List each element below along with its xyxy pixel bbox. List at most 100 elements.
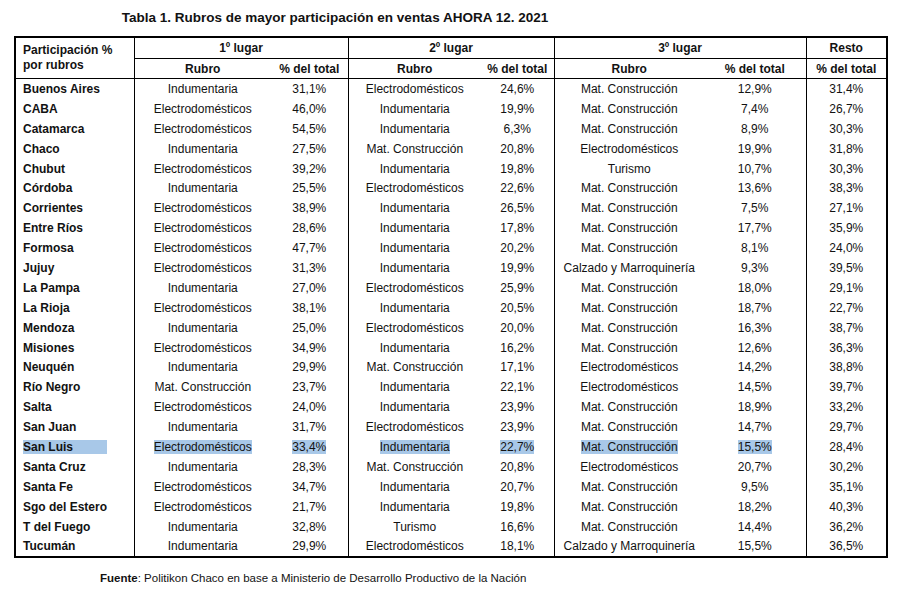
rubro-cell: Electrodomésticos (348, 536, 481, 557)
rubro-cell: Electrodomésticos (134, 258, 271, 278)
table-row: T del FuegoIndumentaria32,8%Turismo16,6%… (15, 517, 887, 537)
header-rubro-1: Rubro (134, 59, 271, 79)
rubro-cell: Indumentaria (348, 99, 481, 119)
rubro-cell: Electrodomésticos (134, 238, 271, 258)
province-cell: Salta (15, 397, 134, 417)
resto-cell-text: 31,8% (829, 142, 863, 156)
rubro-cell: Indumentaria (134, 457, 271, 477)
pct-cell: 24,0% (271, 397, 348, 417)
pct-cell-text: 47,7% (292, 241, 326, 255)
rubro-cell-text: Mat. Construcción (581, 241, 678, 255)
rubro-cell: Indumentaria (134, 417, 271, 437)
province-cell: La Rioja (15, 298, 134, 318)
rubro-cell: Turismo (554, 159, 704, 179)
rubro-cell-text: Electrodomésticos (154, 102, 252, 116)
resto-cell-text: 36,2% (829, 520, 863, 534)
pct-cell: 27,0% (271, 278, 348, 298)
pct-cell-text: 15,5% (738, 440, 772, 454)
province-cell: T del Fuego (15, 517, 134, 537)
resto-cell: 36,2% (806, 517, 887, 537)
pct-cell: 20,8% (481, 457, 554, 477)
province-cell: Santa Fe (15, 477, 134, 497)
province-cell-text: Santa Fe (23, 480, 73, 494)
rubro-cell: Indumentaria (134, 536, 271, 557)
pct-cell: 19,9% (704, 139, 806, 159)
pct-cell-text: 38,9% (292, 201, 326, 215)
rubro-cell: Mat. Construcción (348, 139, 481, 159)
rubro-cell-text: Indumentaria (380, 201, 450, 215)
rubro-cell-text: Mat. Construcción (581, 400, 678, 414)
rubro-cell: Electrodomésticos (134, 99, 271, 119)
pct-cell: 29,9% (271, 357, 348, 377)
rubro-cell: Mat. Construcción (554, 178, 704, 198)
resto-cell-text: 36,3% (829, 341, 863, 355)
table-row: TucumánIndumentaria29,9%Electrodoméstico… (15, 536, 887, 557)
rubro-cell-text: Turismo (608, 162, 651, 176)
rubro-cell-text: Indumentaria (380, 221, 450, 235)
rubro-cell-text: Electrodomésticos (366, 82, 464, 96)
pct-cell: 34,9% (271, 338, 348, 358)
pct-cell: 9,3% (704, 258, 806, 278)
pct-cell-text: 15,5% (738, 539, 772, 553)
pct-cell: 18,7% (704, 298, 806, 318)
pct-cell-text: 29,9% (292, 539, 326, 553)
pct-cell: 13,6% (704, 178, 806, 198)
table-row: ChubutElectrodomésticos39,2%Indumentaria… (15, 159, 887, 179)
rubro-cell-text: Indumentaria (380, 261, 450, 275)
pct-cell: 32,8% (271, 517, 348, 537)
source-note: Fuente: Politikon Chaco en base a Minist… (100, 572, 900, 584)
pct-cell-text: 18,7% (738, 301, 772, 315)
pct-cell-text: 18,9% (738, 400, 772, 414)
table-row: Entre RíosElectrodomésticos28,6%Indument… (15, 218, 887, 238)
pct-cell-text: 20,2% (500, 241, 534, 255)
rubro-cell-text: Mat. Construcción (581, 321, 678, 335)
pct-cell-text: 28,6% (292, 221, 326, 235)
pct-cell-text: 34,7% (292, 480, 326, 494)
rubro-cell-text: Indumentaria (380, 162, 450, 176)
pct-cell-text: 19,9% (500, 261, 534, 275)
rubro-cell: Mat. Construcción (554, 497, 704, 517)
pct-cell-text: 19,8% (500, 162, 534, 176)
province-cell: Mendoza (15, 318, 134, 338)
table-row: MisionesElectrodomésticos34,9%Indumentar… (15, 338, 887, 358)
rubro-cell-text: Mat. Construcción (581, 301, 678, 315)
rubro-cell-text: Indumentaria (168, 420, 238, 434)
pct-cell: 8,1% (704, 238, 806, 258)
rubro-cell-text: Indumentaria (168, 360, 238, 374)
rubro-cell-text: Mat. Construcción (581, 480, 678, 494)
pct-cell: 9,5% (704, 477, 806, 497)
header-participacion-line1: Participación % (23, 43, 134, 58)
pct-cell: 19,8% (481, 159, 554, 179)
pct-cell-text: 13,6% (738, 181, 772, 195)
rubro-cell: Indumentaria (348, 298, 481, 318)
rubro-cell: Electrodomésticos (348, 417, 481, 437)
pct-cell: 39,2% (271, 159, 348, 179)
rubro-cell: Electrodomésticos (134, 159, 271, 179)
resto-cell: 35,9% (806, 218, 887, 238)
pct-cell-text: 20,7% (738, 460, 772, 474)
pct-cell-text: 34,9% (292, 341, 326, 355)
resto-cell: 35,1% (806, 477, 887, 497)
source-label: Fuente (100, 572, 138, 584)
header-pct-2: % del total (481, 59, 554, 79)
data-table: Participación % por rubros 1º lugar 2º l… (14, 36, 888, 558)
rubro-cell-text: Indumentaria (380, 500, 450, 514)
rubro-cell-text: Indumentaria (380, 241, 450, 255)
resto-cell-text: 36,5% (829, 539, 863, 553)
table-header: Participación % por rubros 1º lugar 2º l… (15, 37, 887, 79)
header-rubro-3: Rubro (554, 59, 704, 79)
rubro-cell: Mat. Construcción (554, 338, 704, 358)
rubro-cell-text: Mat. Construcción (581, 82, 678, 96)
pct-cell: 6,3% (481, 119, 554, 139)
rubro-cell: Indumentaria (134, 278, 271, 298)
pct-cell: 20,7% (704, 457, 806, 477)
pct-cell: 25,9% (481, 278, 554, 298)
rubro-cell: Mat. Construcción (554, 79, 704, 99)
province-cell-text: San Juan (23, 420, 76, 434)
resto-cell-text: 39,7% (829, 380, 863, 394)
rubro-cell-text: Electrodomésticos (154, 341, 252, 355)
pct-cell: 22,1% (481, 377, 554, 397)
table-row: Santa FeElectrodomésticos34,7%Indumentar… (15, 477, 887, 497)
province-cell: Misiones (15, 338, 134, 358)
rubro-cell-text: Electrodomésticos (580, 380, 678, 394)
